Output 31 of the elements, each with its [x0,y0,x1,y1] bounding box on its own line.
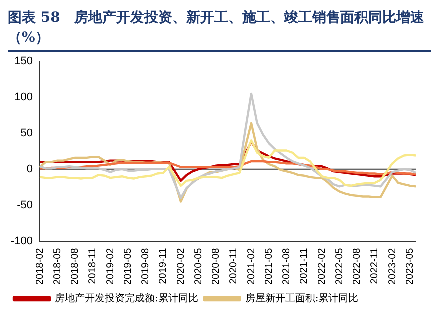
x-tick-label: 2020-08 [211,248,222,286]
x-tick-label: 2019-02 [105,248,116,286]
y-tick-label: 100 [14,92,34,104]
x-tick-label: 2021-08 [282,248,293,286]
x-tick-label: 2021-05 [264,248,275,286]
chart-title: 图表 58 房地产开发投资、新开工、施工、竣工销售面积同比增速（%） [8,8,431,52]
x-tick-label: 2018-05 [52,248,64,286]
x-tick-label: 2018-11 [88,248,99,284]
y-tick-label: 0 [26,163,34,176]
x-tick-label: 2023-02 [387,248,398,286]
x-tick-label: 2023-05 [404,248,416,286]
x-tick-label: 2021-02 [246,248,258,286]
x-tick-label: 2019-11 [158,248,170,284]
y-tick-label: -50 [17,199,34,212]
x-tick-label: 2020-02 [176,248,187,286]
x-tick-label: 2020-11 [228,248,240,284]
x-tick-label: 2021-11 [299,248,310,284]
y-tick-label: -100 [10,235,34,248]
x-tick-label: 2018-08 [70,248,82,286]
x-tick-label: 2022-08 [352,248,364,286]
y-tick-label: 150 [14,56,34,68]
x-tick-label: 2019-08 [140,248,152,286]
x-tick-label: 2020-05 [193,248,204,286]
x-tick-label: 2022-02 [316,248,328,286]
legend-label: 房屋新开工面积:累计同比 [245,292,359,305]
x-tick-label: 2022-05 [334,248,346,286]
x-tick-label: 2019-05 [122,248,134,286]
y-tick-label: 50 [20,128,34,140]
legend-label: 房地产开发投资完成额:累计同比 [55,292,198,305]
x-tick-label: 2022-11 [370,248,381,284]
x-tick-label: 2018-02 [34,248,46,286]
